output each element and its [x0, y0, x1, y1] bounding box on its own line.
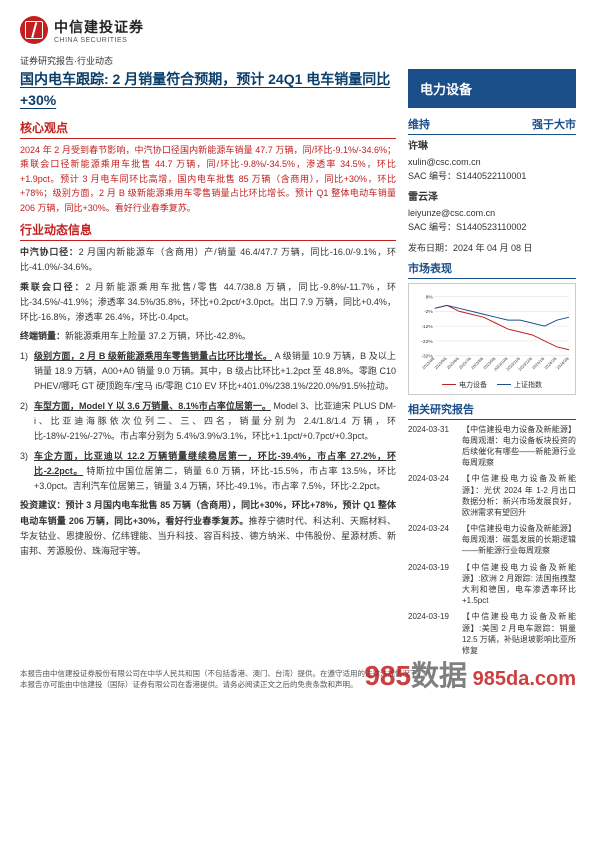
- report-title: 国内电车跟踪: 2 月销量符合预期，预计 24Q1 电车销量同比+30%: [20, 69, 396, 111]
- related-report-item[interactable]: 2024-03-31【中信建投电力设备及新能源】每周观潮：电力设备板块投资的后续…: [408, 424, 576, 469]
- related-report-item[interactable]: 2024-03-19【中信建投电力设备及新能源】:美国 2 月电车跟踪：销量 1…: [408, 611, 576, 656]
- svg-text:2024/3/6: 2024/3/6: [555, 355, 570, 370]
- list-item-2: 2) 车型方面，Model Y 以 3.6 万销量、8.1%市占率位居第一。 M…: [20, 399, 396, 445]
- svg-text:-2%: -2%: [424, 309, 433, 315]
- related-reports-head: 相关研究报告: [408, 401, 576, 420]
- analyst-1: 许琳 xulin@csc.com.cn SAC 编号：S144052211000…: [408, 139, 576, 184]
- core-opinion-head: 核心观点: [20, 119, 396, 139]
- investment-advice: 投资建议：预计 3 月国内电车批售 85 万辆（含商用），同比+30%，环比+7…: [20, 498, 396, 559]
- logo-en: CHINA SECURITIES: [54, 37, 144, 44]
- list-item-3: 3) 车企方面，比亚迪以 12.2 万辆销量继续稳居第一，环比-39.4%，市占…: [20, 449, 396, 495]
- para-cpca: 乘联会口径：2 月新能源乘用车批售/零售 44.7/38.8 万辆，同比-9.8…: [20, 280, 396, 326]
- related-report-item[interactable]: 2024-03-19【中信建投电力设备及新能源】:欧洲 2 月跟踪: 法国拖拽整…: [408, 562, 576, 607]
- market-chart: 8%-2%-12%-22%-32%2023/4/62023/5/62023/6/…: [408, 283, 576, 395]
- related-report-item[interactable]: 2024-03-24【中信建投电力设备及新能源】：光伏 2024 年 1-2 月…: [408, 473, 576, 518]
- svg-text:-12%: -12%: [421, 324, 433, 330]
- svg-text:-22%: -22%: [421, 338, 433, 344]
- publish-date: 发布日期：2024 年 04 月 08 日: [408, 241, 576, 254]
- header: 中信建投证券 CHINA SECURITIES: [20, 16, 576, 44]
- logo-cn: 中信建投证券: [54, 17, 144, 37]
- watermark: 985数据 985da.com: [364, 654, 576, 694]
- rating-value: 强于大市: [532, 116, 576, 132]
- doc-type: 证券研究报告·行业动态: [20, 54, 576, 67]
- para-terminal: 终端销量：新能源乘用车上险量 37.2 万辆，环比-42.8%。: [20, 329, 396, 344]
- para-caam: 中汽协口径：2 月国内新能源车（含商用）产/销量 46.4/47.7 万辆，同比…: [20, 245, 396, 276]
- logo-icon: [20, 16, 48, 44]
- analyst-2: 雷云泽 leiyunze@csc.com.cn SAC 编号：S14405231…: [408, 190, 576, 235]
- rating-label: 维持: [408, 116, 430, 132]
- core-opinion-text: 2024 年 2 月受到春节影响，中汽协口径国内新能源车销量 47.7 万辆，同…: [20, 143, 396, 215]
- list-item-1: 1) 级别方面，2 月 B 级新能源乘用车零售销量占比环比增长。 A 级销量 1…: [20, 349, 396, 395]
- industry-info-head: 行业动态信息: [20, 221, 396, 241]
- market-perf-head: 市场表现: [408, 260, 576, 279]
- svg-text:8%: 8%: [426, 294, 434, 300]
- legend-series-2: 上证指数: [497, 380, 542, 390]
- related-report-item[interactable]: 2024-03-24【中信建投电力设备及新能源】每周观潮：碳氢发展的长期逻辑——…: [408, 523, 576, 557]
- rating-row: 维持 强于大市: [408, 116, 576, 135]
- legend-series-1: 电力设备: [442, 380, 487, 390]
- sector-category: 电力设备: [408, 69, 576, 108]
- svg-text:2023/12/6: 2023/12/6: [517, 355, 533, 371]
